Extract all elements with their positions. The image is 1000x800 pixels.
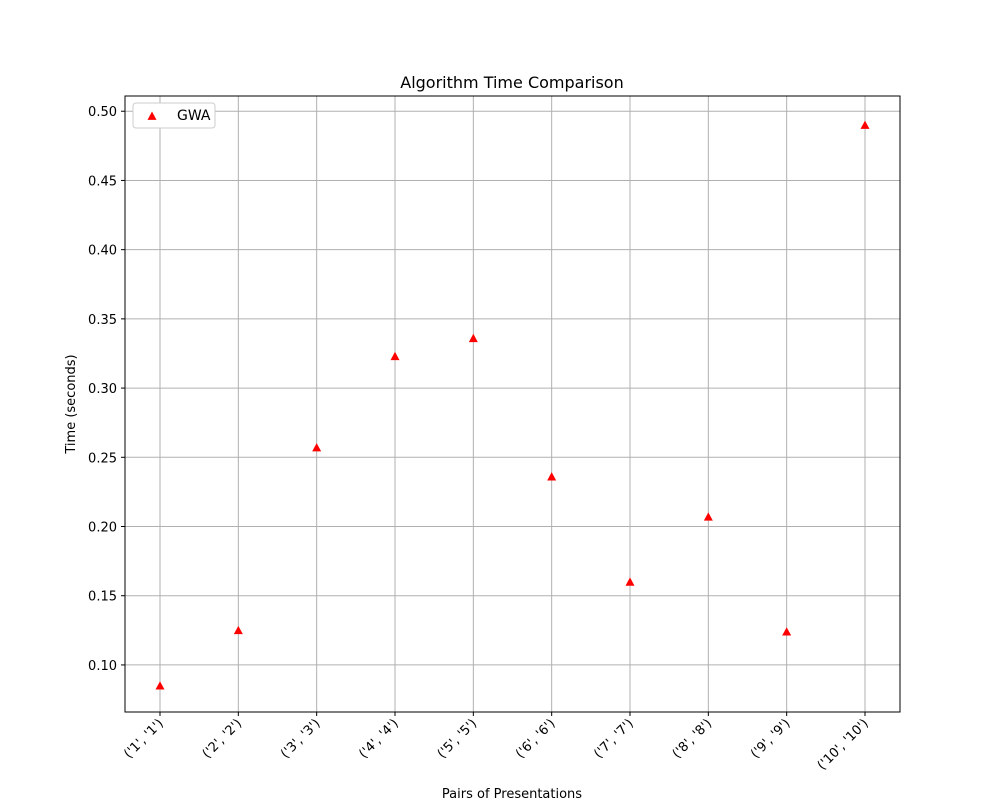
data-point-gwa: [312, 443, 322, 452]
y-tick-label: 0.25: [88, 451, 117, 466]
data-points: [155, 120, 870, 690]
y-tick-label: 0.10: [88, 659, 117, 674]
y-tick-label: 0.15: [88, 590, 117, 605]
data-point-gwa: [860, 120, 870, 129]
legend-box: [132, 102, 216, 129]
y-tick-label: 0.40: [88, 244, 117, 259]
x-tick-label: ('9', '9'): [748, 716, 793, 761]
x-tick-label: ('10', '10'): [815, 716, 872, 773]
data-point-gwa: [390, 351, 400, 361]
x-tick-label: ('2', '2'): [200, 716, 245, 761]
x-tick-label: ('5', '5'): [435, 716, 480, 761]
grid-lines: [125, 96, 900, 712]
data-point-gwa: [468, 333, 478, 343]
y-axis-label: Time (seconds): [64, 354, 79, 454]
x-axis-label: Pairs of Presentations: [442, 787, 582, 800]
data-point-gwa: [703, 512, 713, 521]
x-tick-label: ('6', '6'): [513, 716, 558, 761]
y-tick-label: 0.35: [88, 313, 117, 328]
x-tick-label: ('3', '3'): [278, 716, 323, 761]
data-point-gwa: [547, 472, 557, 481]
legend-marker-gwa: [147, 111, 157, 120]
data-point-gwa: [233, 625, 243, 635]
x-axis: ('1', '1') ('2', '2') ('3', '3') ('4', '4')…: [121, 712, 872, 773]
data-point-gwa: [625, 577, 635, 586]
y-tick-label: 0.50: [88, 105, 117, 120]
y-tick-label: 0.45: [88, 174, 117, 189]
y-tick-label: 0.30: [88, 382, 117, 397]
legend-label-gwa: GWA: [177, 108, 211, 124]
x-tick-label: ('8', '8'): [670, 716, 715, 761]
y-axis: 0.10 0.15 0.20 0.25 0.30 0.35 0.40 0.45 0.50: [88, 105, 125, 674]
y-tick-label: 0.20: [88, 521, 117, 536]
chart-title: Algorithm Time Comparison: [400, 73, 623, 92]
data-point-gwa: [155, 681, 165, 690]
x-tick-label: ('7', '7'): [591, 716, 636, 761]
x-tick-label: ('4', '4'): [356, 716, 401, 761]
x-tick-label: ('1', '1'): [121, 716, 166, 761]
legend: GWA: [132, 102, 216, 129]
data-point-gwa: [782, 627, 792, 636]
plot-area: [124, 95, 901, 713]
